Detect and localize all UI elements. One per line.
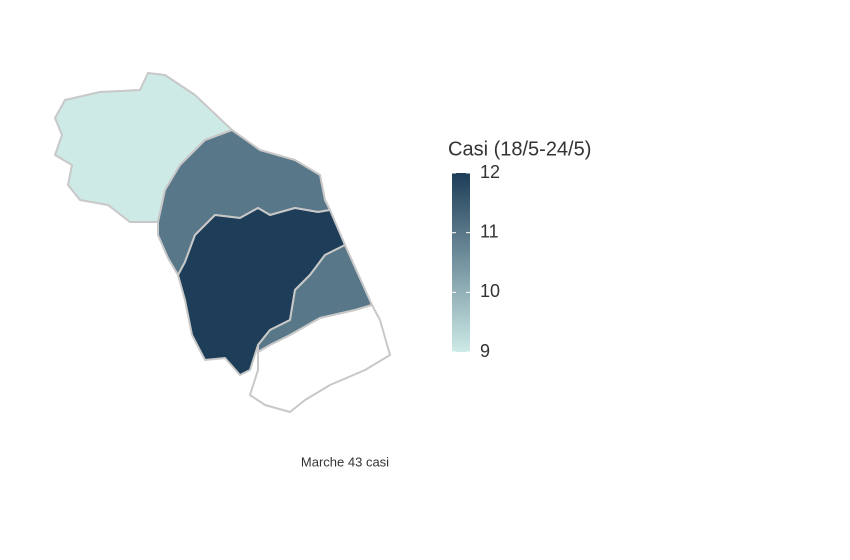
colorbar [452,173,470,352]
province [249,304,391,413]
caption: Marche 43 casi [301,454,389,469]
colorbar-tick-label: 11 [480,221,499,241]
colorbar-tick-label: 12 [480,162,500,182]
colorbar-tick-label: 10 [480,281,500,301]
map [54,72,391,413]
legend-title: Casi (18/5-24/5) [448,138,591,160]
colorbar-tick-label: 9 [480,341,490,361]
